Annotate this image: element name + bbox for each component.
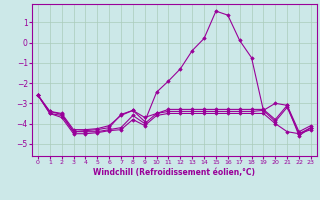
X-axis label: Windchill (Refroidissement éolien,°C): Windchill (Refroidissement éolien,°C) <box>93 168 255 177</box>
